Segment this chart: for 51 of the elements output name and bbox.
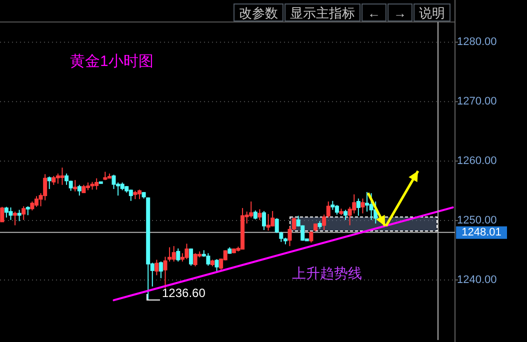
- candlestick: [13, 211, 18, 226]
- candlestick: [73, 180, 78, 192]
- candlestick: [189, 248, 194, 266]
- candlestick: [193, 252, 198, 267]
- candlestick: [184, 243, 189, 260]
- y-tick-label: 1250.00: [457, 214, 497, 227]
- y-tick-label: 1280.00: [457, 36, 497, 48]
- candlestick: [356, 198, 360, 216]
- text: →: [394, 6, 406, 20]
- text: ←: [368, 6, 380, 20]
- candlestick: [206, 252, 210, 266]
- candlestick: [4, 206, 8, 218]
- candlestick: [47, 176, 52, 190]
- candlestick: [266, 213, 270, 232]
- candlestick: [68, 180, 73, 192]
- candlestick: [344, 209, 348, 220]
- candlestick: [8, 206, 13, 220]
- candlestick: [326, 201, 330, 218]
- candlestick: [56, 173, 60, 184]
- annotation: 1236.60: [162, 286, 206, 300]
- candlestick: [214, 258, 219, 272]
- text: 显示主指标: [290, 6, 355, 20]
- candlestick: [154, 259, 159, 276]
- y-tick-label: 1260.00: [457, 155, 497, 168]
- y-tick-label: 1240.00: [457, 274, 497, 286]
- candlestick: [158, 261, 163, 279]
- candlestick: [64, 173, 69, 186]
- text: 说明: [419, 6, 445, 20]
- candlestick: [172, 246, 176, 262]
- candlestick: [22, 206, 26, 220]
- candlestick: [262, 210, 266, 231]
- candlestick: [334, 204, 339, 216]
- candlestick: [360, 198, 365, 214]
- ref-line-label: 1248.01: [462, 226, 502, 238]
- candlestick: [369, 192, 374, 220]
- y-tick-label: 1270.00: [457, 96, 497, 108]
- candlestick: [309, 230, 314, 244]
- candlestick: [0, 206, 4, 222]
- candlestick: [176, 248, 180, 262]
- candlestick: [128, 189, 133, 202]
- candlestick: [77, 184, 82, 196]
- candlestick: [322, 214, 326, 231]
- candlestick: [365, 191, 370, 212]
- candlestick: [17, 209, 22, 222]
- candlestick: [270, 210, 275, 227]
- text: 改参数: [239, 6, 278, 20]
- annotation: 上升趋势线: [292, 265, 362, 281]
- text: 黄金1小时图: [70, 53, 154, 70]
- candlestick: [94, 178, 99, 190]
- candlestick: [258, 208, 262, 220]
- candlestick: [60, 167, 64, 186]
